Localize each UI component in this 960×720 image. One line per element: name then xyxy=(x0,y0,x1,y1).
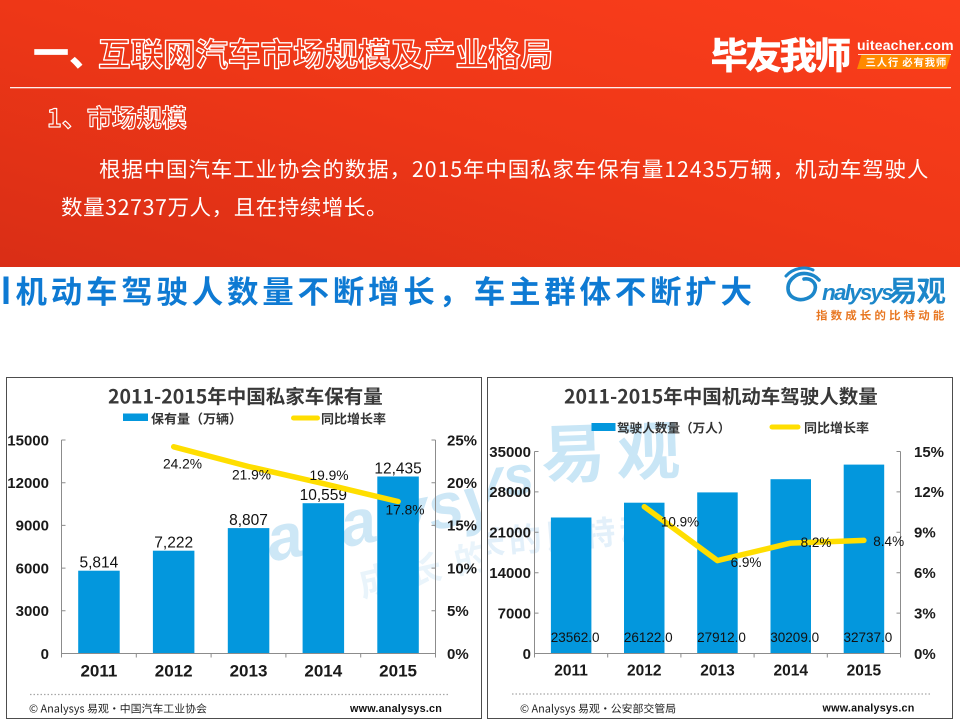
svg-text:21000: 21000 xyxy=(489,525,531,542)
svg-text:2012: 2012 xyxy=(627,663,661,680)
svg-text:26122.0: 26122.0 xyxy=(624,630,673,645)
svg-text:2015: 2015 xyxy=(847,663,882,680)
svg-text:nalysys: nalysys xyxy=(822,280,893,305)
svg-text:uiteacher.com: uiteacher.com xyxy=(857,37,954,53)
svg-text:15%: 15% xyxy=(914,444,944,461)
svg-text:3000: 3000 xyxy=(16,603,49,620)
svg-text:2015: 2015 xyxy=(379,662,417,681)
svg-text:7000: 7000 xyxy=(498,605,531,622)
svg-text:35000: 35000 xyxy=(489,444,531,461)
svg-text:27912.0: 27912.0 xyxy=(697,630,746,645)
svg-text:0: 0 xyxy=(523,646,531,663)
svg-text:5%: 5% xyxy=(447,603,469,620)
svg-text:2014: 2014 xyxy=(304,662,342,681)
svg-text:10%: 10% xyxy=(447,560,477,577)
svg-text:10,559: 10,559 xyxy=(300,487,347,504)
svg-text:5,814: 5,814 xyxy=(80,555,119,572)
svg-text:2013: 2013 xyxy=(700,663,735,680)
svg-text:6%: 6% xyxy=(914,565,936,582)
svg-text:10.9%: 10.9% xyxy=(661,515,699,530)
svg-text:23562.0: 23562.0 xyxy=(551,630,600,645)
svg-text:0: 0 xyxy=(41,646,49,663)
svg-text:www.analysys.cn: www.analysys.cn xyxy=(822,703,915,715)
svg-text:2011: 2011 xyxy=(80,662,117,681)
svg-text:28000: 28000 xyxy=(489,484,531,501)
svg-text:6000: 6000 xyxy=(16,560,49,577)
svg-text:19.9%: 19.9% xyxy=(309,468,348,483)
svg-text:0%: 0% xyxy=(447,646,469,663)
svg-text:20%: 20% xyxy=(447,475,477,492)
svg-text:12,435: 12,435 xyxy=(374,461,421,478)
svg-text:2011: 2011 xyxy=(554,663,588,680)
svg-text:2013: 2013 xyxy=(230,662,268,681)
svg-text:8.4%: 8.4% xyxy=(873,534,904,549)
svg-text:7,222: 7,222 xyxy=(154,535,193,552)
svg-text:9000: 9000 xyxy=(16,518,49,535)
svg-text:2014: 2014 xyxy=(773,663,808,680)
svg-text:0%: 0% xyxy=(914,646,936,663)
svg-text:15000: 15000 xyxy=(7,432,49,449)
svg-text:30209.0: 30209.0 xyxy=(770,630,819,645)
svg-text:www.analysys.cn: www.analysys.cn xyxy=(349,703,442,715)
svg-text:25%: 25% xyxy=(447,432,477,449)
svg-text:6.9%: 6.9% xyxy=(731,555,762,570)
svg-text:8,807: 8,807 xyxy=(229,512,268,529)
svg-text:3%: 3% xyxy=(914,605,936,622)
svg-text:15%: 15% xyxy=(447,518,477,535)
svg-text:17.8%: 17.8% xyxy=(385,502,424,517)
svg-text:32737.0: 32737.0 xyxy=(843,630,892,645)
svg-text:9%: 9% xyxy=(914,525,936,542)
svg-text:14000: 14000 xyxy=(489,565,531,582)
svg-text:24.2%: 24.2% xyxy=(163,456,202,471)
svg-text:21.9%: 21.9% xyxy=(232,468,271,483)
svg-text:12000: 12000 xyxy=(7,475,49,492)
svg-text:8.2%: 8.2% xyxy=(801,535,832,550)
svg-text:2012: 2012 xyxy=(155,662,193,681)
svg-text:12%: 12% xyxy=(914,484,944,501)
